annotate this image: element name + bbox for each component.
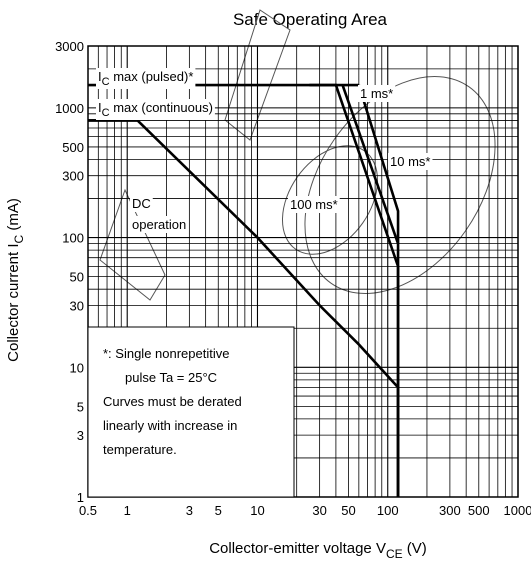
y-tick-label: 300 [62, 169, 84, 184]
note-line: temperature. [103, 442, 177, 457]
x-tick-label: 1000 [504, 503, 531, 518]
annotation-bg [130, 216, 189, 233]
annotation-text: IC max (pulsed)* [98, 69, 193, 88]
y-tick-label: 30 [70, 298, 84, 313]
annotation-dc2: operation [130, 216, 189, 233]
x-tick-label: 30 [312, 503, 326, 518]
y-tick-label: 3 [77, 428, 84, 443]
annotation-text: 10 ms* [390, 154, 430, 169]
annotation-text: operation [132, 217, 186, 232]
y-tick-label: 3000 [55, 39, 84, 54]
series-line [341, 84, 400, 244]
x-tick-label: 300 [439, 503, 461, 518]
annotation-continuous: IC max (continuous) [96, 99, 215, 120]
note: *: Single nonrepetitive pulse Ta = 25°C Cu… [103, 346, 242, 457]
y-tick-label: 10 [70, 360, 84, 375]
tick-labels: 0.5 1 3 5 10 30 50 100 300 500 1000135103050100300… [55, 39, 531, 518]
x-tick-label: 0.5 [79, 503, 97, 518]
note-box [87, 326, 295, 498]
annotation-bg [130, 195, 153, 212]
annotation-text: 1 ms* [360, 86, 393, 101]
y-tick-label: 100 [62, 231, 84, 246]
annotations: IC max (pulsed)* IC max (continuous) DC ope… [96, 68, 433, 233]
x-tick-label: 50 [341, 503, 355, 518]
plot-frame [87, 45, 519, 498]
annotation-text: DC [132, 196, 151, 211]
note-line: *: Single nonrepetitive [103, 346, 229, 361]
x-tick-label: 10 [250, 503, 264, 518]
annotation-bg [358, 85, 396, 102]
series-line [357, 84, 400, 497]
note-line: pulse Ta = 25°C [125, 370, 217, 385]
y-tick-label: 1000 [55, 101, 84, 116]
x-tick-label: 5 [215, 503, 222, 518]
x-tick-label: 1 [124, 503, 131, 518]
annotation-text: 100 ms* [290, 197, 338, 212]
y-tick-label: 500 [62, 140, 84, 155]
annotation-ms10: 10 ms* [388, 153, 433, 170]
x-tick-label: 100 [377, 503, 399, 518]
annotation-text: IC max (continuous) [98, 100, 213, 119]
annotation-ms1: 1 ms* [358, 85, 396, 102]
annotation-bg [96, 68, 196, 89]
x-axis-label: Collector-emitter voltage VCE (V) [209, 540, 427, 561]
annotation-dc1: DC [130, 195, 153, 212]
y-tick-label: 50 [70, 270, 84, 285]
x-tick-label: 3 [186, 503, 193, 518]
note-line: Curves must be derated [103, 394, 242, 409]
x-tick-label: 500 [468, 503, 490, 518]
y-tick-label: 5 [77, 399, 84, 414]
y-axis-label: Collector current IC (mA) [5, 198, 26, 362]
annotation-bg [288, 196, 340, 213]
y-tick-label: 1 [77, 490, 84, 505]
chart-title: Safe Operating Area [233, 10, 388, 29]
annotation-bg [388, 153, 433, 170]
annotation-pulsed: IC max (pulsed)* [96, 68, 196, 89]
note-line: linearly with increase in [103, 418, 237, 433]
annotation-bg [96, 99, 215, 120]
annotation-ms100: 100 ms* [288, 196, 340, 213]
